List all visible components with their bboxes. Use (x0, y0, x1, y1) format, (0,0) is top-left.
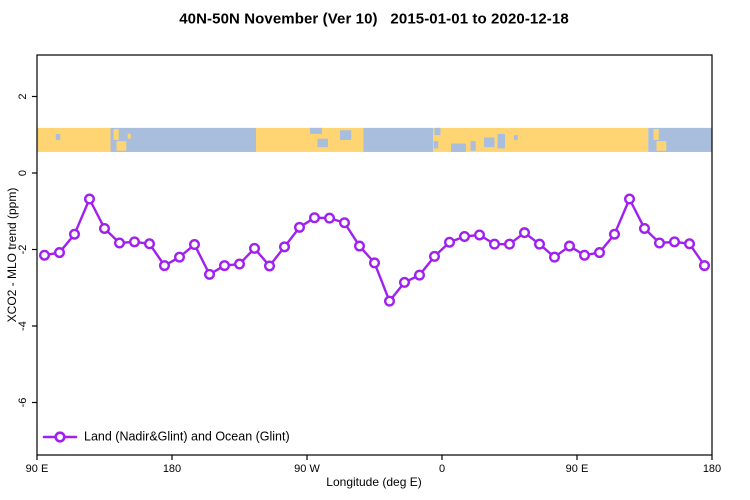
x-tick-label: 180 (703, 463, 721, 475)
map-band-detail-land (116, 141, 127, 151)
data-point (474, 229, 486, 241)
data-point (669, 236, 681, 248)
data-point (233, 258, 245, 270)
map-band-detail-ocean (484, 137, 495, 148)
y-tick-label: 0 (17, 170, 29, 176)
data-point (54, 247, 66, 259)
map-band-detail-ocean (340, 130, 352, 140)
data-point (549, 251, 561, 263)
data-point (158, 260, 170, 272)
data-point (218, 260, 230, 272)
data-point (324, 212, 336, 224)
data-point (309, 212, 321, 224)
x-tick-label: 90 W (294, 463, 320, 475)
data-point (564, 240, 576, 252)
map-band-detail-ocean (470, 141, 476, 151)
data-point (639, 222, 651, 234)
map-band-detail-land (656, 141, 667, 151)
data-point (534, 238, 546, 250)
data-point (654, 237, 666, 249)
y-tick-label: 2 (17, 93, 29, 99)
data-point (489, 238, 501, 250)
map-band-segment-land (37, 127, 111, 152)
y-tick-label: -2 (17, 245, 29, 255)
chart-title: 40N-50N November (Ver 10) 2015-01-01 to … (179, 10, 569, 28)
data-point (264, 260, 276, 272)
data-point (113, 237, 125, 249)
data-point (699, 260, 711, 272)
y-tick-label: -4 (17, 321, 29, 331)
data-point (98, 222, 110, 234)
legend-label: Land (Nadir&Glint) and Ocean (Glint) (84, 429, 290, 444)
y-tick-label: -6 (17, 398, 29, 408)
data-point (429, 250, 441, 262)
map-band-detail-ocean (451, 143, 466, 152)
data-point (519, 227, 531, 239)
data-point (188, 239, 200, 251)
data-point (173, 251, 185, 263)
data-point (248, 242, 260, 254)
data-point (384, 295, 396, 307)
data-point (444, 236, 456, 248)
map-band-detail-ocean (55, 133, 61, 140)
data-point (459, 230, 471, 242)
data-point (504, 238, 516, 250)
x-axis-label: Longitude (deg E) (326, 475, 422, 489)
map-band-detail-ocean (434, 127, 441, 136)
x-tick-label: 90 E (566, 463, 589, 475)
map-band-detail-land (127, 133, 131, 139)
map-band-segment-ocean (363, 127, 433, 152)
data-point (369, 257, 381, 269)
x-tick-label: 180 (163, 463, 181, 475)
map-band-detail-ocean (433, 141, 439, 149)
x-tick-label: 90 E (26, 463, 49, 475)
map-band-detail-ocean (317, 138, 328, 148)
data-point (624, 193, 636, 205)
data-line (43, 197, 706, 303)
map-band-detail-land (113, 129, 119, 140)
data-point (579, 249, 591, 261)
legend-marker-circle (54, 431, 66, 443)
data-point (203, 268, 215, 280)
data-point (354, 240, 366, 252)
data-point (684, 238, 696, 250)
data-point (339, 217, 351, 229)
x-tick-label: 0 (439, 463, 445, 475)
map-band-detail-ocean (310, 127, 322, 134)
plot-border (36, 54, 713, 456)
data-point (143, 238, 155, 250)
data-point (279, 241, 291, 253)
map-band-detail-ocean (497, 133, 505, 149)
data-point (39, 249, 51, 261)
data-point (128, 236, 140, 248)
data-point (414, 269, 426, 281)
data-point (609, 228, 621, 240)
data-point (399, 276, 411, 288)
map-band-segment-land (433, 127, 649, 152)
data-point (83, 193, 95, 205)
map-band-segment-ocean (110, 127, 256, 152)
map-band-detail-ocean (514, 135, 518, 140)
data-point (68, 228, 80, 240)
data-point (294, 221, 306, 233)
data-point (594, 247, 606, 259)
map-band-detail-land (653, 129, 659, 140)
